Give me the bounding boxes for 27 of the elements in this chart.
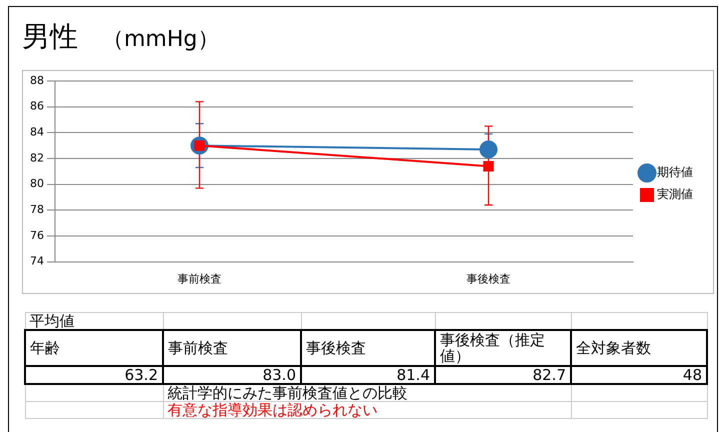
chart-subtitle: （mmHg） xyxy=(102,27,220,52)
y-tick-label: 74 xyxy=(30,254,44,268)
chart-title: 男性 xyxy=(22,20,78,53)
y-tick-label: 84 xyxy=(30,126,44,139)
text: 事後検査 xyxy=(301,330,435,366)
text: 年齢 xyxy=(25,330,163,366)
text: 83.0 xyxy=(163,366,301,384)
text: 有意な指導効果は認められない xyxy=(163,401,571,419)
y-tick-label: 80 xyxy=(30,177,44,190)
text: 82.7 xyxy=(435,366,571,384)
text: 48 xyxy=(571,366,707,384)
text: 全対象者数 xyxy=(571,330,707,366)
text: 81.4 xyxy=(301,366,435,384)
legend-label: 実測値 xyxy=(657,187,693,202)
text: 事後検査（推定値） xyxy=(435,330,571,366)
point xyxy=(480,140,498,158)
text: 事前検査 xyxy=(163,330,301,366)
text: 統計学的にみた事前検査値との比較 xyxy=(163,384,571,402)
y-tick-label: 82 xyxy=(30,151,44,164)
y-tick-label: 86 xyxy=(30,100,44,113)
legend-label: 期待値 xyxy=(657,165,693,180)
y-tick-label: 88 xyxy=(30,74,44,87)
point xyxy=(483,160,494,172)
y-tick-label: 76 xyxy=(30,228,44,242)
y-tick-label: 78 xyxy=(30,203,44,216)
text: 平均値 xyxy=(25,312,163,330)
text: 63.2 xyxy=(25,366,163,384)
